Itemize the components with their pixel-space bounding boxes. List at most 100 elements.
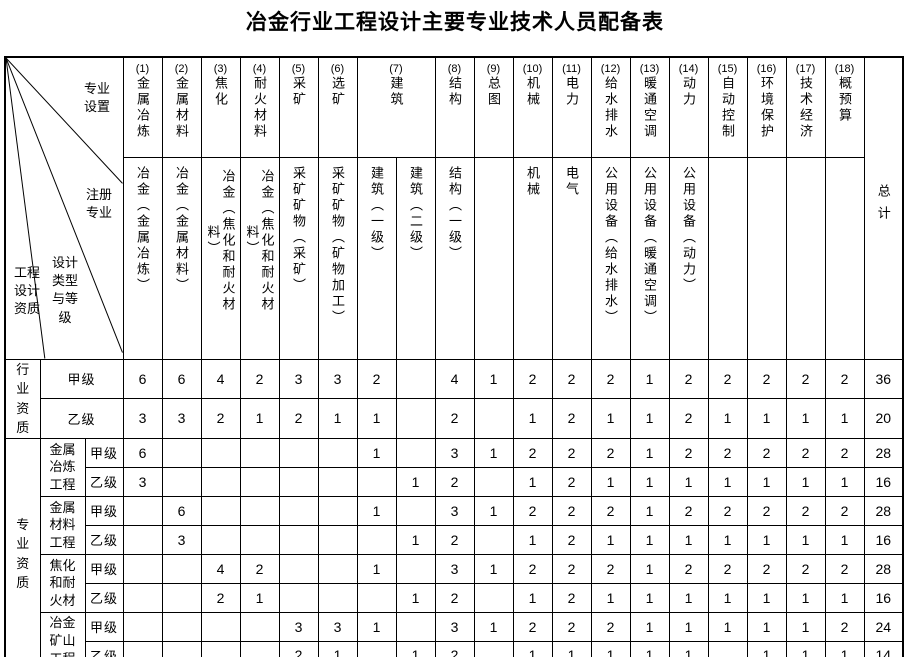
value-cell: 2 (278, 398, 319, 439)
reg-header-16 (746, 156, 787, 360)
corner-label-registered-major: 注册专业 (85, 187, 112, 221)
reg-header-8: 结构（一级） (434, 156, 475, 360)
value-cell: 1 (629, 640, 670, 657)
value-cell (122, 524, 163, 555)
value-cell: 2 (707, 553, 748, 584)
col-header-6: (6) 选矿 (317, 56, 358, 158)
value-cell: 3 (317, 358, 358, 399)
value-cell (161, 582, 202, 613)
group-label: 金属材料工程 (39, 495, 86, 555)
value-cell (278, 437, 319, 468)
total-cell: 28 (863, 553, 904, 584)
grade-cell: 乙级 (84, 582, 124, 613)
value-cell (161, 437, 202, 468)
value-cell: 1 (629, 437, 670, 468)
value-cell: 1 (629, 358, 670, 399)
value-cell: 2 (746, 495, 787, 526)
value-cell: 1 (395, 524, 436, 555)
col-header-18: (18) 概预算 (824, 56, 865, 158)
col-name: 采矿 (291, 76, 306, 108)
value-cell: 2 (785, 495, 826, 526)
value-cell (356, 640, 397, 657)
value-cell: 4 (200, 358, 241, 399)
grade-cell: 甲级 (39, 358, 124, 399)
value-cell: 3 (122, 466, 163, 497)
table-row: 乙级 3 1 2 1 2 1 1 1 1 1 1 1 16 (5, 524, 904, 555)
col-name: 概预算 (837, 76, 852, 124)
value-cell: 2 (590, 495, 631, 526)
value-cell: 2 (707, 358, 748, 399)
header-row-registered: 冶金（金属冶炼） 冶金（金属材料） 冶金（焦化和耐火材料） 冶金（焦化和耐火材料… (5, 156, 903, 360)
reg-header-5: 采矿矿物（采矿） (278, 156, 319, 360)
value-cell (239, 524, 280, 555)
value-cell (317, 582, 358, 613)
table-row: 行业资质 甲级 6 6 4 2 3 3 2 4 1 2 2 2 1 2 2 2 … (4, 358, 904, 439)
value-cell (239, 437, 280, 468)
col-header-5: (5) 采矿 (278, 56, 319, 158)
col-header-10: (10) 机械 (512, 56, 553, 158)
value-cell: 2 (785, 553, 826, 584)
value-cell (122, 553, 163, 584)
value-cell (278, 466, 319, 497)
reg-header-11: 电气 (551, 156, 592, 360)
value-cell: 2 (434, 582, 475, 613)
value-cell: 2 (551, 358, 592, 399)
value-cell: 2 (551, 582, 592, 613)
value-cell: 2 (824, 495, 865, 526)
value-cell: 1 (707, 611, 748, 642)
value-cell: 2 (356, 358, 397, 399)
col-header-13: (13) 暖通空调 (629, 56, 670, 158)
value-cell: 2 (746, 553, 787, 584)
value-cell: 1 (629, 495, 670, 526)
value-cell (395, 553, 436, 584)
value-cell (122, 582, 163, 613)
reg-header-17 (785, 156, 826, 360)
value-cell: 1 (629, 398, 670, 439)
value-cell: 2 (785, 437, 826, 468)
value-cell (473, 466, 514, 497)
value-cell (161, 553, 202, 584)
value-cell: 1 (824, 582, 865, 613)
total-cell: 20 (863, 398, 904, 439)
value-cell: 3 (278, 358, 319, 399)
value-cell: 2 (434, 398, 475, 439)
value-cell: 2 (707, 495, 748, 526)
col-name: 自动控制 (720, 76, 735, 140)
value-cell: 1 (668, 524, 709, 555)
value-cell: 1 (317, 640, 358, 657)
value-cell: 1 (551, 640, 592, 657)
value-cell: 1 (590, 524, 631, 555)
value-cell: 1 (746, 640, 787, 657)
reg-header-12: 公用设备（给水排水） (590, 156, 631, 360)
value-cell: 2 (590, 611, 631, 642)
value-cell (239, 495, 280, 526)
grade-cell: 乙级 (39, 398, 124, 439)
value-cell: 3 (161, 398, 202, 439)
value-cell: 1 (785, 582, 826, 613)
value-cell: 1 (239, 582, 280, 613)
value-cell (122, 640, 163, 657)
value-cell (239, 611, 280, 642)
col-number: (12) (600, 63, 621, 75)
value-cell (239, 466, 280, 497)
value-cell (200, 640, 241, 657)
total-cell: 24 (863, 611, 904, 642)
col-header-4: (4) 耐火材料 (239, 56, 280, 158)
value-cell (122, 611, 163, 642)
total-cell: 36 (863, 358, 904, 399)
col-number: (3) (213, 63, 228, 75)
value-cell: 1 (785, 398, 826, 439)
value-cell: 6 (122, 358, 163, 399)
value-cell: 2 (512, 495, 553, 526)
value-cell (317, 553, 358, 584)
col-number: (6) (330, 63, 345, 75)
value-cell: 1 (707, 398, 748, 439)
grade-cell: 甲级 (84, 611, 124, 642)
value-cell: 1 (356, 611, 397, 642)
value-cell: 3 (161, 524, 202, 555)
section-label: 专业资质 (4, 437, 41, 657)
col-number: (16) (756, 63, 777, 75)
corner-label-specialty-setup: 专业设置 (83, 81, 110, 115)
col-number: (18) (834, 63, 855, 75)
value-cell: 1 (785, 611, 826, 642)
